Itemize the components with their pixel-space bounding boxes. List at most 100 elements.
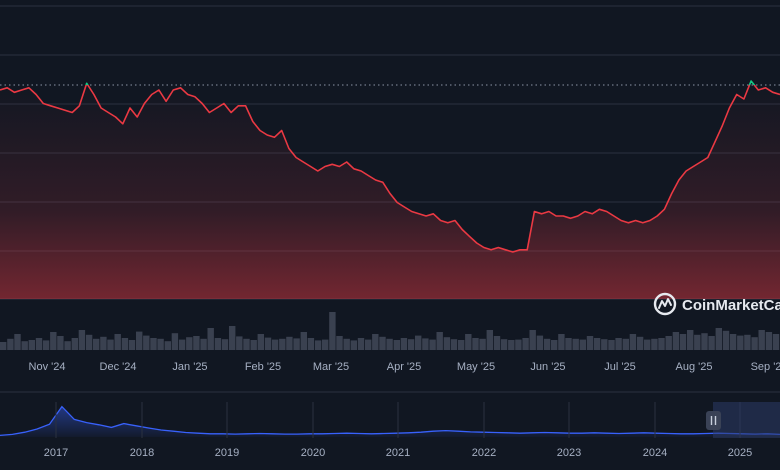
navigator-x-ticks: 2017 2018 2019 2020 2021 2022 2023 2024 2025: [44, 402, 752, 459]
volume-bar: [329, 312, 336, 350]
volume-bar: [715, 328, 722, 350]
volume-bar: [608, 340, 615, 350]
volume-bar: [186, 337, 193, 350]
price-area: [0, 81, 780, 299]
volume-bar: [379, 336, 386, 350]
volume-bar: [729, 334, 737, 350]
volume-bar: [400, 338, 408, 350]
x-tick-label: Jul '25: [604, 361, 635, 373]
volume-bar: [529, 330, 536, 350]
volume-bar: [42, 340, 50, 350]
volume-bar: [164, 341, 171, 350]
volume-bar: [229, 326, 236, 350]
coinmarketcap-logo-icon: [653, 292, 677, 316]
volume-bar: [35, 338, 43, 350]
volume-bar: [136, 331, 143, 350]
watermark-label: CoinMarketCap: [682, 297, 780, 314]
volume-bar: [593, 338, 601, 350]
navigator-line: [0, 405, 780, 437]
volume-bar: [407, 339, 415, 350]
volume-bar: [307, 338, 315, 350]
volume-bar: [100, 336, 107, 350]
volume-bar: [300, 332, 307, 350]
volume-bar: [85, 334, 93, 350]
volume-bar: [150, 338, 157, 350]
volume-bar: [486, 330, 493, 350]
volume-bar: [57, 336, 64, 350]
navigator-tick-label: 2025: [728, 447, 752, 459]
volume-bar: [114, 334, 121, 350]
volume-bar: [500, 339, 508, 350]
volume-bar: [64, 341, 71, 350]
volume-bar: [615, 338, 622, 350]
navigator[interactable]: [0, 405, 780, 437]
volume-bar: [7, 338, 14, 350]
navigator-tick-label: 2017: [44, 447, 68, 459]
volume-bar: [93, 338, 100, 350]
volume-bar: [71, 338, 78, 350]
navigator-range-handle[interactable]: [706, 402, 780, 438]
volume-bar: [207, 328, 214, 350]
volume-bar: [601, 339, 608, 350]
volume-bar: [264, 337, 272, 350]
volume-bar: [658, 338, 665, 350]
price-area-fill: [0, 81, 780, 299]
volume-bar: [572, 338, 579, 350]
price-line-below: [0, 85, 780, 253]
volume-bar: [14, 334, 21, 350]
volume-bar: [250, 340, 257, 350]
navigator-grip[interactable]: [706, 411, 721, 430]
navigator-selection[interactable]: [713, 402, 780, 438]
volume-bar: [701, 333, 708, 350]
volume-bar: [536, 335, 544, 350]
volume-bar: [515, 339, 522, 350]
volume-bar: [293, 338, 300, 350]
navigator-tick-label: 2020: [301, 447, 325, 459]
x-axis-ticks: Nov '24 Dec '24 Jan '25 Feb '25 Mar '25 Apr '…: [29, 361, 780, 373]
volume-bar: [336, 336, 343, 350]
x-tick-label: Feb '25: [245, 361, 281, 373]
volume-bar: [415, 335, 422, 350]
volume-bar: [28, 340, 35, 350]
navigator-area: [0, 406, 780, 437]
volume-bar: [236, 336, 243, 350]
volume-bar: [193, 336, 200, 350]
volume-bar: [178, 339, 186, 350]
volume-bar: [679, 334, 687, 350]
volume-bar: [214, 338, 222, 350]
navigator-tick-label: 2021: [386, 447, 410, 459]
volume-bar: [472, 338, 479, 350]
volume-bar: [565, 338, 572, 350]
volume-bar: [758, 330, 765, 350]
volume-bar: [722, 330, 730, 350]
volume-bar: [772, 334, 780, 350]
volume-bar: [508, 340, 515, 350]
volume-bar: [107, 339, 114, 350]
navigator-tick-label: 2019: [215, 447, 239, 459]
volume-bar: [171, 333, 179, 350]
x-tick-label: May '25: [457, 361, 495, 373]
volume-bar: [121, 338, 129, 350]
volume-bar: [644, 339, 651, 350]
volume-bar: [343, 338, 350, 350]
volume-bar: [493, 336, 501, 350]
x-tick-label: Jun '25: [530, 361, 565, 373]
x-tick-label: Nov '24: [29, 361, 66, 373]
x-tick-label: Mar '25: [313, 361, 349, 373]
volume-bar: [422, 338, 429, 350]
volume-bar: [629, 334, 637, 350]
volume-bar: [429, 339, 436, 350]
volume-bar: [314, 340, 322, 350]
volume-bar: [78, 330, 86, 350]
volume-bar: [586, 336, 594, 350]
volume-bar: [622, 338, 629, 350]
volume-bar: [458, 340, 465, 350]
pause-icon: [710, 416, 717, 425]
volume-bar: [737, 335, 744, 350]
volume-bar: [257, 334, 264, 350]
volume-bar: [128, 340, 136, 350]
volume-bar: [751, 337, 758, 350]
volume-bar: [479, 338, 486, 350]
